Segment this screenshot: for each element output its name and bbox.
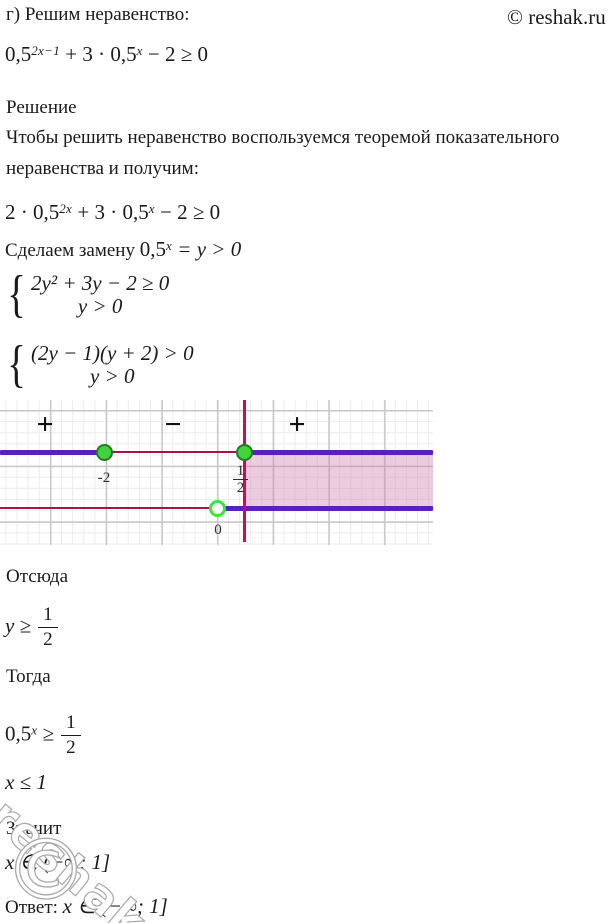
point-label-minus-2: -2 xyxy=(97,470,111,486)
system-1: { 2y² + 3y − 2 ≥ 0 y > 0 xyxy=(4,266,170,323)
fraction-numerator: 1 xyxy=(61,712,81,736)
formula-part: − 2 ≥ 0 xyxy=(142,42,209,66)
system-1-line-1: 2y² + 3y − 2 ≥ 0 xyxy=(30,271,170,295)
fraction-numerator: 1 xyxy=(38,604,58,628)
formula-exponent: x xyxy=(31,722,38,738)
formula-expanded: 2 · 0,52x + 3 · 0,5x − 2 ≥ 0 xyxy=(5,200,220,225)
formula-exponent: x xyxy=(148,201,155,216)
so-label: Значит xyxy=(6,818,62,839)
solution-heading: Решение xyxy=(6,97,77,118)
number-line-top xyxy=(0,450,433,454)
formula-exponent: 2x xyxy=(59,201,73,216)
substitution-line: Сделаем замену 0,5x = y > 0 xyxy=(5,237,241,262)
formula-part: 0,5 xyxy=(5,42,32,66)
formula-part: + 3 · 0,5 xyxy=(60,42,137,66)
site-credit: © reshak.ru xyxy=(507,5,606,29)
fraction-numerator: 1 xyxy=(233,463,248,480)
fraction-denominator: 2 xyxy=(43,629,53,650)
x-result: x ≤ 1 xyxy=(5,770,47,794)
formula-part: 2 · 0,5 xyxy=(5,200,60,224)
answer-value: x ∈ (−∞; 1] xyxy=(62,894,168,918)
intro-paragraph: Чтобы решить неравенство воспользуемся т… xyxy=(6,127,560,179)
formula-part: 0,5 xyxy=(139,237,166,261)
solution-segment-top-left xyxy=(0,449,106,455)
system-2-line-1: (2y − 1)(y + 2) > 0 xyxy=(30,341,194,365)
system-2: { (2y − 1)(y + 2) > 0 y > 0 xyxy=(4,336,194,393)
y-inequality: y ≥1 2 xyxy=(5,604,58,651)
formula-part: = y > 0 xyxy=(172,237,242,261)
solution-region xyxy=(245,452,433,508)
hence-label: Отсюда xyxy=(6,566,69,587)
point-one-half xyxy=(235,443,253,461)
formula-part: 0,5 xyxy=(5,721,32,746)
x-inequality: 0,5x ≥1 2 xyxy=(5,712,81,759)
formula-main: 0,52x−1 + 3 · 0,5x − 2 ≥ 0 xyxy=(5,42,208,67)
formula-part: − 2 ≥ 0 xyxy=(154,200,221,224)
brace-icon: { xyxy=(7,266,26,323)
brace-icon: { xyxy=(7,336,26,393)
substitution-label: Сделаем замену xyxy=(5,240,140,261)
answer-line: Ответ: x ∈ (−∞; 1] xyxy=(5,894,168,919)
formula-exponent: x xyxy=(165,238,173,253)
sign-minus: − xyxy=(164,408,182,441)
formula-part: ≥ xyxy=(37,721,55,746)
formula-exponent: x xyxy=(136,43,143,58)
fraction-denominator: 2 xyxy=(66,737,76,758)
vertical-axis-line xyxy=(243,400,247,542)
system-2-line-2: y > 0 xyxy=(90,364,135,388)
sign-plus-left: + xyxy=(36,408,54,441)
sign-chart: + − + -2 1 2 0 xyxy=(0,400,433,545)
formula-part: y ≥ xyxy=(5,613,32,638)
problem-title: г) Решим неравенство: xyxy=(6,4,190,25)
system-1-line-2: y > 0 xyxy=(77,294,123,318)
sign-plus-right: + xyxy=(288,408,306,441)
point-zero xyxy=(208,499,226,517)
then-label: Тогда xyxy=(6,666,51,687)
point-minus-2 xyxy=(95,443,113,461)
formula-part: + 3 · 0,5 xyxy=(72,200,149,224)
fraction-denominator: 2 xyxy=(236,480,245,496)
point-label-zero: 0 xyxy=(214,522,222,538)
point-label-one-half: 1 2 xyxy=(233,463,248,496)
solution-segment-top-right xyxy=(242,449,433,455)
solution-segment-bottom-right xyxy=(215,505,433,511)
formula-exponent: 2x−1 xyxy=(31,43,60,58)
x-interval: x ∈ (−∞; 1] xyxy=(5,850,111,874)
answer-label: Ответ: xyxy=(5,897,63,918)
